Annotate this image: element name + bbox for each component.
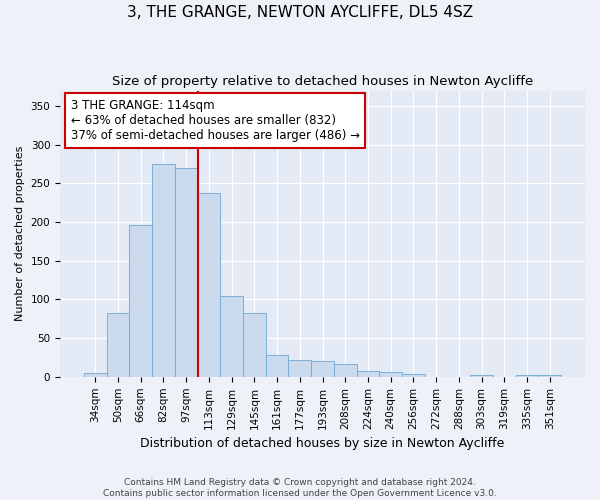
Bar — [152, 164, 175, 377]
Bar — [402, 374, 425, 377]
Bar — [379, 372, 402, 377]
Text: 3, THE GRANGE, NEWTON AYCLIFFE, DL5 4SZ: 3, THE GRANGE, NEWTON AYCLIFFE, DL5 4SZ — [127, 5, 473, 20]
Text: Contains HM Land Registry data © Crown copyright and database right 2024.
Contai: Contains HM Land Registry data © Crown c… — [103, 478, 497, 498]
Bar — [538, 376, 561, 377]
Bar — [175, 168, 197, 377]
Text: 3 THE GRANGE: 114sqm
← 63% of detached houses are smaller (832)
37% of semi-deta: 3 THE GRANGE: 114sqm ← 63% of detached h… — [71, 99, 359, 142]
Bar — [243, 312, 266, 377]
Bar — [515, 376, 538, 377]
Bar — [356, 372, 379, 377]
Bar — [197, 192, 220, 377]
Y-axis label: Number of detached properties: Number of detached properties — [15, 146, 25, 322]
Bar — [470, 376, 493, 377]
Title: Size of property relative to detached houses in Newton Aycliffe: Size of property relative to detached ho… — [112, 75, 533, 88]
Bar — [266, 355, 289, 377]
Bar — [84, 373, 107, 377]
Bar — [130, 225, 152, 377]
Bar — [311, 362, 334, 377]
Bar — [220, 296, 243, 377]
X-axis label: Distribution of detached houses by size in Newton Aycliffe: Distribution of detached houses by size … — [140, 437, 505, 450]
Bar — [107, 312, 130, 377]
Bar — [334, 364, 356, 377]
Bar — [289, 360, 311, 377]
